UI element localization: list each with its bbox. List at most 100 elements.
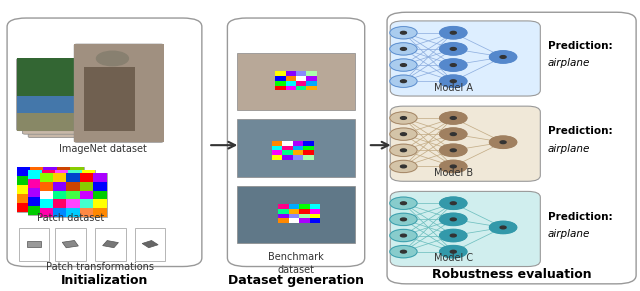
Bar: [53, 200, 67, 208]
Circle shape: [440, 246, 467, 258]
Bar: [17, 58, 81, 131]
Bar: [19, 228, 49, 261]
Circle shape: [401, 250, 406, 253]
FancyBboxPatch shape: [17, 58, 81, 131]
Bar: [68, 179, 82, 188]
Bar: [285, 76, 296, 81]
Bar: [80, 200, 93, 208]
Bar: [55, 188, 68, 197]
Circle shape: [390, 229, 417, 242]
Circle shape: [490, 51, 516, 63]
Bar: [70, 167, 84, 176]
Bar: [310, 219, 320, 223]
Circle shape: [390, 160, 417, 173]
Bar: [282, 155, 293, 159]
Bar: [40, 182, 53, 191]
Circle shape: [390, 112, 417, 124]
Circle shape: [500, 226, 506, 229]
Bar: [42, 205, 55, 214]
Bar: [74, 44, 164, 142]
Bar: [30, 167, 44, 176]
Bar: [93, 191, 107, 200]
Polygon shape: [27, 241, 41, 247]
Circle shape: [401, 202, 406, 205]
Bar: [307, 76, 317, 81]
Bar: [282, 141, 293, 146]
Bar: [80, 208, 93, 217]
Circle shape: [401, 165, 406, 168]
Bar: [278, 204, 289, 209]
Bar: [70, 185, 84, 194]
Bar: [296, 86, 307, 90]
Text: Robustness evaluation: Robustness evaluation: [432, 268, 591, 281]
Bar: [55, 205, 68, 214]
Circle shape: [401, 80, 406, 83]
Bar: [293, 150, 303, 155]
Bar: [44, 185, 57, 194]
Bar: [42, 188, 55, 197]
Bar: [44, 167, 57, 176]
Circle shape: [440, 128, 467, 140]
Text: Model C: Model C: [434, 253, 473, 263]
Text: Prediction:: Prediction:: [548, 212, 612, 221]
Bar: [30, 194, 44, 203]
Circle shape: [390, 59, 417, 71]
Text: Patch transformations: Patch transformations: [45, 262, 154, 272]
Circle shape: [390, 246, 417, 258]
Bar: [278, 209, 289, 214]
Bar: [278, 219, 289, 223]
Bar: [275, 76, 285, 81]
Bar: [67, 182, 80, 191]
Text: Prediction:: Prediction:: [548, 41, 612, 51]
Circle shape: [390, 43, 417, 55]
Bar: [30, 203, 44, 212]
Circle shape: [390, 213, 417, 226]
Bar: [289, 219, 300, 223]
Bar: [303, 146, 314, 150]
Bar: [310, 214, 320, 219]
Circle shape: [440, 43, 467, 55]
Circle shape: [440, 197, 467, 210]
Bar: [285, 86, 296, 90]
Bar: [17, 58, 81, 96]
Bar: [293, 141, 303, 146]
Bar: [285, 81, 296, 86]
Bar: [272, 155, 282, 159]
Bar: [307, 72, 317, 76]
Bar: [289, 204, 300, 209]
Polygon shape: [102, 241, 118, 248]
Bar: [28, 170, 95, 214]
Circle shape: [440, 229, 467, 242]
Circle shape: [451, 250, 456, 253]
Bar: [95, 228, 126, 261]
Bar: [40, 173, 53, 182]
Bar: [53, 182, 67, 191]
FancyBboxPatch shape: [387, 12, 636, 284]
Bar: [17, 185, 30, 194]
Bar: [40, 208, 53, 217]
Text: Benchmark
dataset: Benchmark dataset: [268, 252, 324, 275]
Circle shape: [401, 218, 406, 221]
Bar: [237, 53, 355, 111]
Bar: [70, 194, 84, 203]
Circle shape: [440, 75, 467, 87]
Text: Initialization: Initialization: [61, 274, 148, 287]
Bar: [30, 185, 44, 194]
Bar: [237, 186, 355, 243]
Text: Dataset generation: Dataset generation: [228, 274, 364, 287]
Bar: [82, 205, 95, 214]
Bar: [300, 209, 310, 214]
Circle shape: [440, 144, 467, 157]
Bar: [278, 214, 289, 219]
Bar: [44, 203, 57, 212]
Bar: [282, 146, 293, 150]
Circle shape: [451, 202, 456, 205]
Circle shape: [390, 128, 417, 140]
Bar: [17, 113, 81, 131]
FancyBboxPatch shape: [390, 106, 540, 181]
Bar: [57, 167, 70, 176]
Bar: [272, 146, 282, 150]
Bar: [57, 194, 70, 203]
Circle shape: [97, 51, 129, 66]
Bar: [67, 208, 80, 217]
